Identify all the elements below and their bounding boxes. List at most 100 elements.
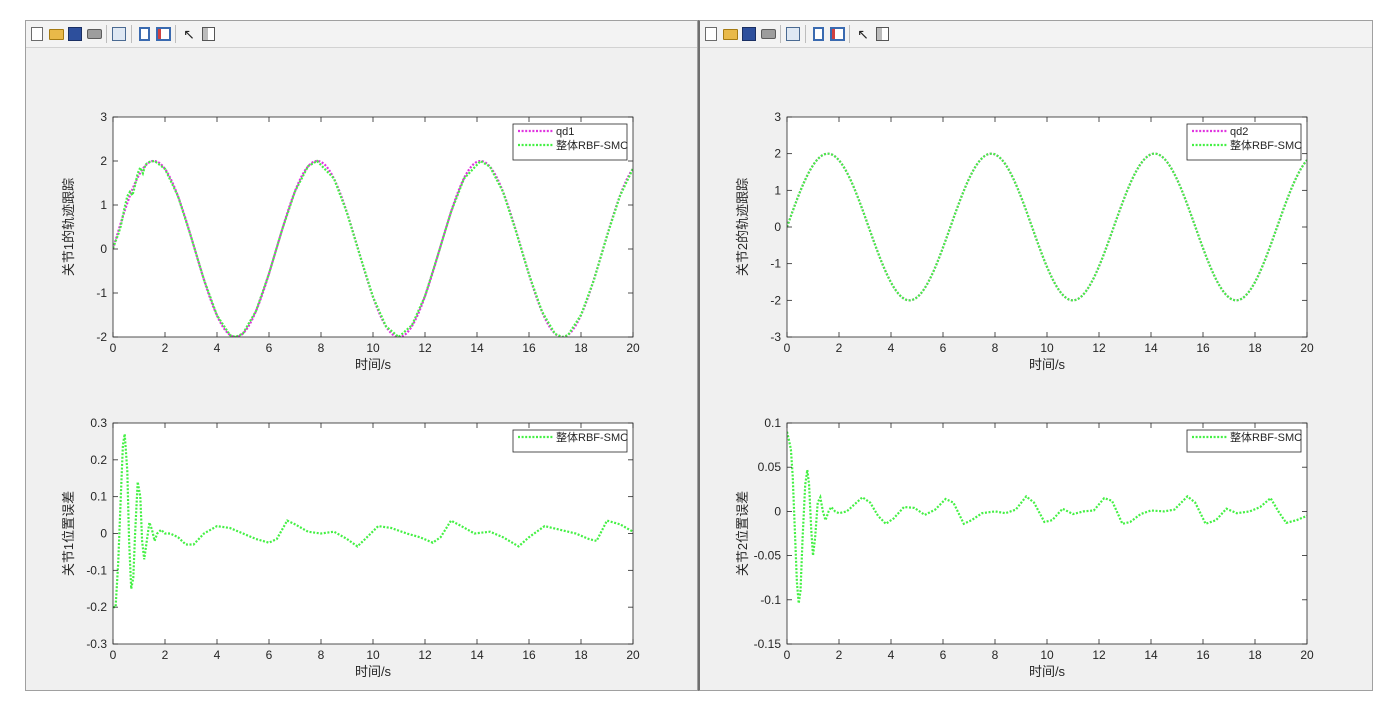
series-line-0 — [787, 431, 1307, 604]
toolbar-separator — [175, 25, 176, 43]
y-tick-label: 0 — [774, 220, 781, 234]
x-tick-label: 4 — [888, 341, 895, 355]
legend-box — [512, 123, 628, 161]
toolbar-separator — [805, 25, 806, 43]
y-axis-label: 关节1位置误差 — [61, 491, 76, 576]
x-tick-label: 10 — [366, 341, 380, 355]
x-tick-label: 20 — [626, 648, 640, 662]
y-tick-label: -1 — [770, 257, 781, 271]
x-tick-label: 6 — [266, 341, 273, 355]
show-tools-icon[interactable] — [155, 26, 171, 42]
x-axis-label: 时间/s — [1029, 664, 1066, 679]
legend-entry-0: qd1 — [556, 126, 574, 138]
x-tick-label: 18 — [1248, 341, 1262, 355]
y-tick-label: -2 — [96, 330, 107, 344]
x-tick-label: 10 — [1040, 341, 1054, 355]
open-folder-icon[interactable] — [722, 26, 738, 42]
x-tick-label: 18 — [574, 648, 588, 662]
property-inspector-icon[interactable] — [874, 26, 890, 42]
series-layer — [787, 431, 1307, 604]
y-tick-label: 3 — [100, 110, 107, 124]
y-tick-label: 3 — [774, 110, 781, 124]
new-document-icon[interactable] — [29, 26, 45, 42]
y-tick-label: 0.1 — [90, 490, 107, 504]
x-tick-label: 6 — [266, 648, 273, 662]
x-axis-label: 时间/s — [355, 357, 392, 372]
figure-canvas-right: 0 2 4 6 8 10 12 14 16 18 20-3-2-10123时间/s关节2的轨迹跟踪q… — [735, 110, 1314, 679]
y-tick-label: -0.15 — [754, 637, 782, 651]
subplot-left-bottom: 0 2 4 6 8 10 12 14 16 18 20 -0.3 -0.2 -0.1 0 0.1 0.2 0.3 时… — [61, 416, 640, 679]
y-tick-label: 0 — [100, 527, 107, 541]
x-tick-label: 20 — [626, 341, 640, 355]
new-document-icon[interactable] — [703, 26, 719, 42]
y-tick-label: 0.1 — [764, 416, 781, 430]
series-layer — [787, 152, 1307, 302]
y-tick-label: -0.2 — [86, 600, 107, 614]
x-tick-label: 4 — [214, 341, 221, 355]
figure-window-joint-2: ↖ 0 2 4 6 8 10 12 14 16 18 20 -3 -2 -1 0 1 2 3 时间/s 关节2的轨迹跟… — [698, 20, 1373, 691]
x-tick-label: 16 — [1196, 341, 1210, 355]
x-tick-label: 10 — [366, 648, 380, 662]
x-tick-label: 12 — [418, 648, 432, 662]
plot-area — [113, 423, 633, 644]
x-tick-label: 12 — [1092, 648, 1106, 662]
open-folder-icon[interactable] — [48, 26, 64, 42]
linked-plot-icon[interactable] — [111, 26, 127, 42]
series-line-1 — [787, 152, 1307, 302]
subplot-right-top: 0 2 4 6 8 10 12 14 16 18 20-3-2-10123时间/s关节2的轨迹跟踪q… — [735, 110, 1314, 372]
x-tick-label: 18 — [574, 341, 588, 355]
printer-icon[interactable] — [86, 26, 102, 42]
y-tick-label: -0.3 — [86, 637, 107, 651]
y-axis-label: 关节2的轨迹跟踪 — [735, 178, 750, 276]
linked-plot-icon[interactable] — [785, 26, 801, 42]
arrow-cursor-icon[interactable]: ↖ — [857, 26, 869, 42]
x-tick-label: 18 — [1248, 648, 1262, 662]
legend-box — [1186, 429, 1302, 453]
x-tick-label: 6 — [940, 648, 947, 662]
legend-box — [1186, 123, 1302, 161]
y-tick-label: 2 — [774, 147, 781, 161]
legend-box — [512, 429, 628, 453]
subplot-right-bottom: 0 2 4 6 8 10 12 14 16 18 20 -0.15 -0.1 -0.05 0 0.05 0.1 时… — [735, 416, 1314, 679]
hide-tools-icon[interactable] — [810, 26, 826, 42]
y-tick-label: 0.2 — [90, 453, 107, 467]
y-tick-label: -0.1 — [86, 563, 107, 577]
printer-icon[interactable] — [760, 26, 776, 42]
show-tools-icon[interactable] — [829, 26, 845, 42]
y-tick-label: 0 — [774, 504, 781, 518]
x-tick-label: 16 — [1196, 648, 1210, 662]
x-tick-label: 0 — [110, 341, 117, 355]
property-inspector-icon[interactable] — [200, 26, 216, 42]
x-tick-label: 4 — [214, 648, 221, 662]
x-tick-label: 0 — [784, 341, 791, 355]
y-tick-label: 2 — [100, 154, 107, 168]
toolbar-separator — [849, 25, 850, 43]
x-tick-label: 0 — [110, 648, 117, 662]
figure-toolbar: ↖ — [26, 21, 697, 48]
x-tick-label: 14 — [1144, 341, 1158, 355]
hide-tools-icon[interactable] — [136, 26, 152, 42]
legend: 整体RBF-SMC — [512, 429, 628, 453]
toolbar-separator — [106, 25, 107, 43]
figure-canvas-left: 0 2 4 6 8 10 12 14 16 18 20-2-10123时间/s关节1的轨迹跟踪qd1… — [61, 110, 640, 679]
y-tick-label: -0.05 — [754, 549, 782, 563]
subplot-left-top: 0 2 4 6 8 10 12 14 16 18 20-2-10123时间/s关节1的轨迹跟踪qd1… — [61, 110, 640, 372]
series-line-1 — [113, 159, 633, 337]
y-tick-label: -3 — [770, 330, 781, 344]
y-tick-label: 1 — [100, 198, 107, 212]
y-axis-label: 关节2位置误差 — [735, 491, 750, 576]
toolbar-separator — [131, 25, 132, 43]
legend-entry-1: 整体RBF-SMC — [1230, 138, 1302, 152]
x-tick-label: 2 — [836, 341, 843, 355]
x-tick-label: 2 — [836, 648, 843, 662]
arrow-cursor-icon[interactable]: ↖ — [183, 26, 195, 42]
save-disk-icon[interactable] — [67, 26, 83, 42]
x-tick-label: 20 — [1300, 341, 1314, 355]
x-tick-label: 14 — [470, 341, 484, 355]
x-tick-label: 14 — [470, 648, 484, 662]
y-tick-label: 1 — [774, 183, 781, 197]
save-disk-icon[interactable] — [741, 26, 757, 42]
toolbar-separator — [780, 25, 781, 43]
x-axis-label: 时间/s — [1029, 357, 1066, 372]
